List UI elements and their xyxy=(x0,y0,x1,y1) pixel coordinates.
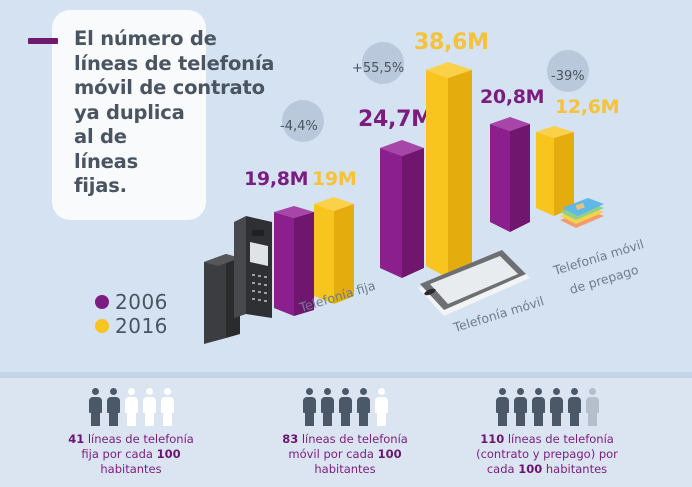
stat-text-part: cada xyxy=(486,462,519,476)
stat-text-part: habitantes xyxy=(542,462,608,476)
person-empty-icon xyxy=(161,388,174,426)
stat-number: 41 xyxy=(68,432,85,446)
change-label-prepago: -39% xyxy=(551,69,585,84)
stat-text-part: móvil por cada xyxy=(288,447,378,461)
stat-text-part: líneas de telefonía xyxy=(504,432,614,446)
stat-number: 100 xyxy=(518,462,543,476)
headline-title: El número de líneas de telefonía móvil d… xyxy=(74,27,274,199)
value-label-prepago-2016: 12,6M xyxy=(555,96,620,118)
bar-fija-2006 xyxy=(272,198,318,316)
person-filled-icon xyxy=(89,388,102,426)
headline-line: El número de xyxy=(74,27,217,50)
person-filled-icon xyxy=(550,388,563,426)
bar-fija-2016 xyxy=(312,192,358,310)
person-filled-icon xyxy=(321,388,334,426)
value-label-fija-2006: 19,8M xyxy=(244,168,309,190)
stat-description: 41 líneas de telefonía fija por cada 100… xyxy=(56,432,206,477)
change-label-fija: -4,4% xyxy=(280,119,318,134)
person-filled-icon xyxy=(514,388,527,426)
headline-line: al de xyxy=(74,125,127,148)
stats-band-divider xyxy=(0,372,692,378)
bar-prepago-2006 xyxy=(488,112,536,232)
change-bubble-fija xyxy=(282,100,324,142)
person-filled-icon xyxy=(339,388,352,426)
stat-total: 110 líneas de telefonía (contrato y prep… xyxy=(462,388,632,477)
purple-dot-icon xyxy=(95,295,109,309)
stat-description: 83 líneas de telefonía móvil por cada 10… xyxy=(270,432,420,477)
stat-movil: 83 líneas de telefonía móvil por cada 10… xyxy=(270,388,420,477)
bar-movil-2016 xyxy=(424,56,478,278)
bar-prepago-2016 xyxy=(534,122,580,216)
stat-text-part: habitantes xyxy=(100,462,162,476)
headline-card xyxy=(52,10,206,220)
stat-text-part: líneas de telefonía xyxy=(298,432,408,446)
person-empty-icon xyxy=(125,388,138,426)
bar-movil-2006 xyxy=(378,132,430,278)
stat-number: 100 xyxy=(377,447,402,461)
value-label-movil-2006: 24,7M xyxy=(358,107,433,132)
legend-item-2006: 2006 xyxy=(95,290,168,314)
stat-number: 110 xyxy=(480,432,505,446)
person-filled-icon xyxy=(532,388,545,426)
person-empty-icon xyxy=(143,388,156,426)
person-filled-icon xyxy=(303,388,316,426)
person-filled-icon xyxy=(357,388,370,426)
person-filled-icon xyxy=(107,388,120,426)
stats-band: 41 líneas de telefonía fija por cada 100… xyxy=(0,378,692,487)
yellow-dot-icon xyxy=(95,319,109,333)
value-label-fija-2016: 19M xyxy=(312,168,357,190)
headline-line: ya duplica xyxy=(74,100,185,124)
change-bubble-prepago xyxy=(547,50,589,92)
legend-item-2016: 2016 xyxy=(95,314,168,338)
person-empty-icon xyxy=(375,388,388,426)
legend: 2006 2016 xyxy=(95,290,168,338)
headline-line: móvil de contrato xyxy=(74,76,265,99)
stat-number: 83 xyxy=(282,432,299,446)
cordless-phone-icon xyxy=(200,214,280,344)
stat-text-part: habitantes xyxy=(314,462,376,476)
people-pictogram xyxy=(56,388,206,428)
legend-label: 2016 xyxy=(115,314,168,338)
change-label-movil: +55,5% xyxy=(352,61,405,76)
headline-accent-dash xyxy=(28,38,58,44)
person-filled-icon xyxy=(496,388,509,426)
value-label-prepago-2006: 20,8M xyxy=(480,86,545,108)
smartphone-icon xyxy=(416,248,536,320)
value-label-movil-2016: 38,6M xyxy=(414,30,489,55)
stat-number: 100 xyxy=(156,447,181,461)
headline-line: fijas. xyxy=(74,174,127,197)
person-partial-icon xyxy=(586,388,599,426)
legend-label: 2006 xyxy=(115,290,168,314)
stat-fija: 41 líneas de telefonía fija por cada 100… xyxy=(56,388,206,477)
change-bubble-movil xyxy=(362,42,404,84)
headline-line: líneas xyxy=(74,149,139,173)
person-filled-icon xyxy=(568,388,581,426)
people-pictogram xyxy=(462,388,632,428)
headline-line: líneas de telefonía xyxy=(74,51,275,75)
stat-text-part: líneas de telefonía xyxy=(84,432,194,446)
people-pictogram xyxy=(270,388,420,428)
stat-description: 110 líneas de telefonía (contrato y prep… xyxy=(462,432,632,477)
stat-text-part: (contrato y prepago) por xyxy=(476,447,618,461)
stat-text-part: fija por cada xyxy=(81,447,157,461)
sim-cards-icon xyxy=(558,196,608,230)
